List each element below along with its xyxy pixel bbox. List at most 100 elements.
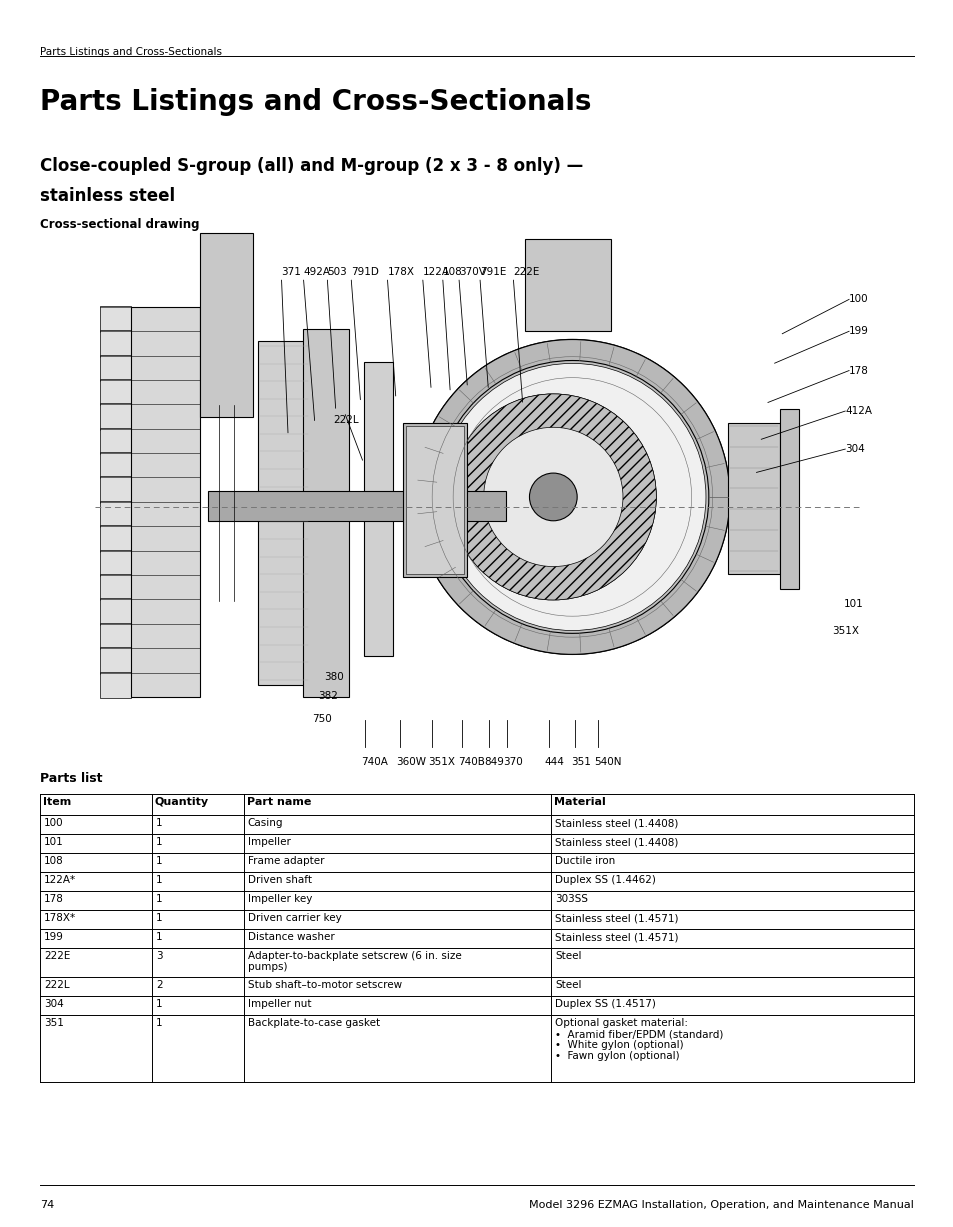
Bar <box>257 341 310 685</box>
Text: Duplex SS (1.4517): Duplex SS (1.4517) <box>555 999 656 1010</box>
Text: Stainless steel (1.4408): Stainless steel (1.4408) <box>555 837 678 848</box>
Bar <box>100 525 131 552</box>
Bar <box>100 501 131 528</box>
Text: 178: 178 <box>848 366 868 375</box>
Text: 351: 351 <box>44 1018 64 1028</box>
Text: Driven carrier key: Driven carrier key <box>248 913 341 924</box>
Text: 380: 380 <box>324 672 344 682</box>
Text: 1: 1 <box>155 933 162 942</box>
Text: Frame adapter: Frame adapter <box>248 856 324 866</box>
Text: 2: 2 <box>155 980 162 990</box>
Text: 222L: 222L <box>44 980 70 990</box>
Text: 351X: 351X <box>831 626 858 636</box>
Text: Parts Listings and Cross-Sectionals: Parts Listings and Cross-Sectionals <box>40 47 222 56</box>
Bar <box>100 550 131 575</box>
Text: 199: 199 <box>44 933 64 942</box>
Text: Cross-sectional drawing: Cross-sectional drawing <box>40 218 199 232</box>
Text: Parts Listings and Cross-Sectionals: Parts Listings and Cross-Sectionals <box>40 88 591 117</box>
Text: 370V: 370V <box>458 267 485 277</box>
Bar <box>100 428 131 454</box>
Text: 1: 1 <box>155 913 162 924</box>
Text: 199: 199 <box>848 326 868 336</box>
Text: Stainless steel (1.4571): Stainless steel (1.4571) <box>555 933 679 942</box>
Text: 100: 100 <box>44 818 64 828</box>
Text: Steel: Steel <box>555 951 581 962</box>
Bar <box>100 671 131 698</box>
Bar <box>200 233 253 417</box>
Text: 3: 3 <box>155 951 162 962</box>
Text: 222E: 222E <box>513 267 539 277</box>
Text: 178X: 178X <box>387 267 414 277</box>
Text: 303SS: 303SS <box>555 894 588 904</box>
Text: 222E: 222E <box>44 951 71 962</box>
Text: Optional gasket material:: Optional gasket material: <box>555 1018 687 1028</box>
Text: •  White gylon (optional): • White gylon (optional) <box>555 1040 683 1050</box>
Bar <box>303 329 349 697</box>
Bar <box>100 623 131 649</box>
Text: Quantity: Quantity <box>154 796 209 807</box>
Bar <box>100 379 131 405</box>
Circle shape <box>529 474 577 520</box>
Text: 740A: 740A <box>360 757 387 767</box>
Text: 791D: 791D <box>351 267 378 277</box>
Text: 1: 1 <box>155 818 162 828</box>
Text: •  Fawn gylon (optional): • Fawn gylon (optional) <box>555 1052 679 1061</box>
Bar <box>208 491 505 521</box>
Text: 540N: 540N <box>594 757 621 767</box>
Text: Impeller nut: Impeller nut <box>248 999 311 1010</box>
Text: 351X: 351X <box>428 757 455 767</box>
Text: Part name: Part name <box>247 796 311 807</box>
Text: 503: 503 <box>327 267 347 277</box>
Bar <box>780 409 799 589</box>
Text: 100: 100 <box>848 294 868 304</box>
Bar <box>100 355 131 380</box>
Text: Parts list: Parts list <box>40 772 103 785</box>
Text: 351: 351 <box>571 757 591 767</box>
Text: Casing: Casing <box>248 818 283 828</box>
Text: Impeller key: Impeller key <box>248 894 312 904</box>
Text: pumps): pumps) <box>248 962 287 973</box>
Text: Stub shaft–to-motor setscrew: Stub shaft–to-motor setscrew <box>248 980 401 990</box>
Text: 360W: 360W <box>395 757 425 767</box>
Text: 444: 444 <box>544 757 564 767</box>
Bar <box>100 306 131 333</box>
Text: Stainless steel (1.4571): Stainless steel (1.4571) <box>555 913 679 924</box>
Text: Close-coupled S-group (all) and M-group (2 x 3 - 8 only) —: Close-coupled S-group (all) and M-group … <box>40 157 582 175</box>
Text: 849: 849 <box>484 757 504 767</box>
Text: Steel: Steel <box>555 980 581 990</box>
Text: 740B: 740B <box>457 757 484 767</box>
Text: Ductile iron: Ductile iron <box>555 856 615 866</box>
Text: 1: 1 <box>155 894 162 904</box>
Bar <box>524 239 610 331</box>
Wedge shape <box>415 340 729 654</box>
Text: 371: 371 <box>281 267 301 277</box>
Circle shape <box>438 363 705 631</box>
Text: 382: 382 <box>318 691 338 701</box>
Text: 122A*: 122A* <box>44 875 76 886</box>
Text: 178: 178 <box>44 894 64 904</box>
Bar <box>131 307 200 697</box>
Bar <box>100 574 131 600</box>
Bar <box>100 330 131 357</box>
Bar <box>100 404 131 429</box>
Bar <box>364 362 393 656</box>
Text: 178X*: 178X* <box>44 913 76 924</box>
Text: 750: 750 <box>312 714 332 724</box>
Text: 74: 74 <box>40 1200 54 1210</box>
Text: 412A: 412A <box>844 406 871 416</box>
Bar <box>100 647 131 674</box>
Text: 122A: 122A <box>422 267 449 277</box>
Text: 1: 1 <box>155 837 162 848</box>
Bar <box>402 423 467 577</box>
Text: 108: 108 <box>44 856 64 866</box>
Text: 791E: 791E <box>479 267 506 277</box>
Text: 1: 1 <box>155 875 162 886</box>
Circle shape <box>415 340 729 654</box>
Text: 304: 304 <box>44 999 64 1010</box>
Circle shape <box>450 394 656 600</box>
Text: 222L: 222L <box>333 415 358 425</box>
Text: 370: 370 <box>502 757 522 767</box>
Text: Distance washer: Distance washer <box>248 933 335 942</box>
Text: Material: Material <box>554 796 605 807</box>
Bar <box>405 426 464 574</box>
